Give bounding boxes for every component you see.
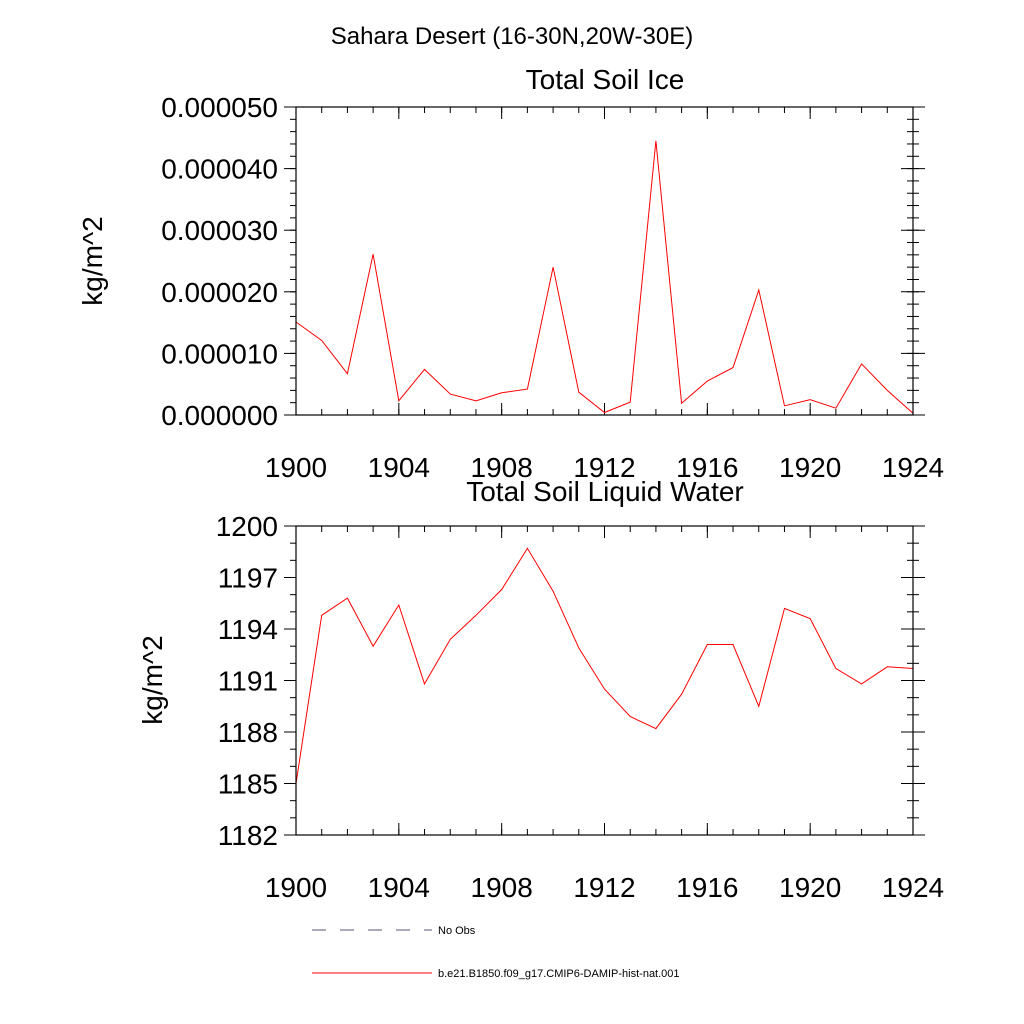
y-tick-label: 1188 <box>218 717 278 748</box>
grid-ticks <box>284 525 925 836</box>
series-layer <box>295 547 914 784</box>
x-tick-label: 1904 <box>368 452 430 483</box>
y-tick-label: 0.000050 <box>161 92 278 123</box>
y-tick-label: 1200 <box>216 511 278 542</box>
series-line <box>295 140 914 414</box>
y-tick-label: 0.000030 <box>161 215 278 246</box>
x-tick-label: 1900 <box>265 872 327 903</box>
y-tick-label: 0.000010 <box>161 338 278 369</box>
x-tick-label: 1908 <box>471 872 533 903</box>
x-tick-label: 1908 <box>471 452 533 483</box>
x-tick-labels: 1900 1904 1908 1912 1916 1920 1924 <box>265 872 944 903</box>
series-line <box>295 547 914 784</box>
y-tick-label: 0.000020 <box>161 277 278 308</box>
panel-title: Total Soil Ice <box>526 64 685 95</box>
legend-label: b.e21.B1850.f09_g17.CMIP6-DAMIP-hist-nat… <box>438 968 680 980</box>
legend-entry-no-obs: No Obs <box>312 925 476 937</box>
y-axis-label: kg/m^2 <box>137 635 168 724</box>
y-axis-label: kg/m^2 <box>77 216 108 305</box>
y-tick-label: 0.000040 <box>161 154 278 185</box>
panel-title: Total Soil Liquid Water <box>466 476 744 507</box>
x-tick-label: 1916 <box>676 452 738 483</box>
x-tick-label: 1912 <box>573 872 635 903</box>
x-tick-labels: 1900 1904 1908 1912 1916 1920 1924 <box>265 452 944 483</box>
y-tick-label: 0.000000 <box>161 400 278 431</box>
x-tick-label: 1900 <box>265 452 327 483</box>
y-tick-label: 1185 <box>218 769 278 800</box>
series-layer <box>295 140 914 414</box>
legend: No Obs b.e21.B1850.f09_g17.CMIP6-DAMIP-h… <box>312 925 680 980</box>
x-tick-label: 1920 <box>779 872 841 903</box>
plot-frame <box>295 525 914 836</box>
grid-ticks <box>284 106 925 416</box>
x-tick-label: 1912 <box>573 452 635 483</box>
x-tick-label: 1916 <box>676 872 738 903</box>
x-tick-label: 1924 <box>882 872 944 903</box>
plot-frame <box>295 106 914 416</box>
legend-label: No Obs <box>438 925 476 937</box>
legend-entry-hist-nat: b.e21.B1850.f09_g17.CMIP6-DAMIP-hist-nat… <box>312 968 680 980</box>
x-tick-label: 1920 <box>779 452 841 483</box>
x-tick-label: 1924 <box>882 452 944 483</box>
y-tick-label: 1191 <box>218 666 278 697</box>
y-tick-label: 1182 <box>218 820 278 851</box>
y-tick-label: 1194 <box>218 614 278 645</box>
y-tick-labels: 1182 1185 1188 1191 1194 1197 1200 <box>216 511 278 851</box>
y-tick-labels: 0.000000 0.000010 0.000020 0.000030 0.000040… <box>161 92 278 431</box>
figure-suptitle: Sahara Desert (16-30N,20W-30E) <box>331 23 693 50</box>
y-tick-label: 1197 <box>218 563 278 594</box>
panel-soil-ice: Total Soil Ice kg/m^2 0.0000000.0000100.… <box>77 64 944 483</box>
panel-soil-liquid-water: Total Soil Liquid Water kg/m^2 118211851… <box>137 476 944 903</box>
x-tick-label: 1904 <box>368 872 430 903</box>
